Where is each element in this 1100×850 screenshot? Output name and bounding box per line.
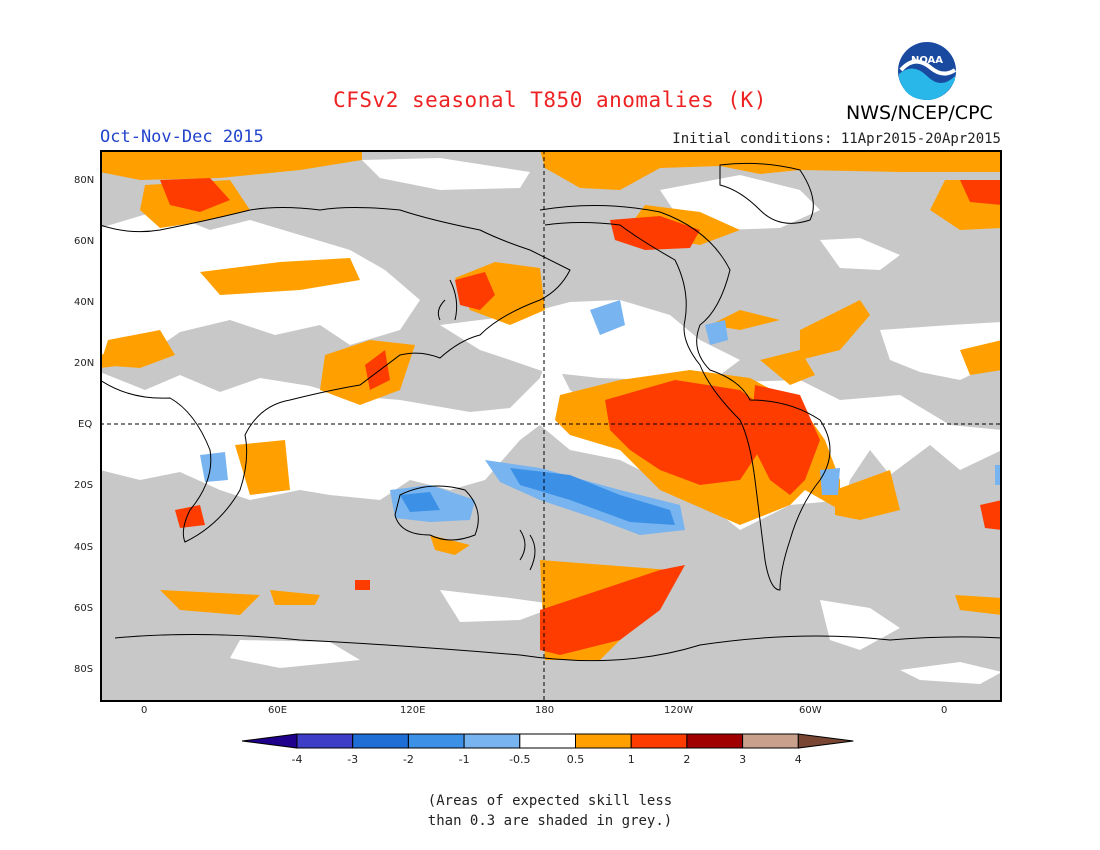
- season-label: Oct-Nov-Dec 2015: [100, 127, 264, 147]
- colorbar-tick-label: 3: [739, 753, 746, 766]
- coastlines: [100, 162, 1002, 662]
- colorbar-tick-label: -4: [292, 753, 303, 766]
- strong-warm-anomaly-regions: [160, 178, 1002, 655]
- lat-label: 60N: [74, 236, 95, 247]
- colorbar-swatch: [630, 733, 688, 749]
- map-title: CFSv2 seasonal T850 anomalies (K): [333, 88, 767, 112]
- colorbar-swatch: [686, 733, 744, 749]
- lat-label: 40N: [74, 297, 95, 308]
- lat-label: 20S: [74, 480, 94, 491]
- lat-label: 80S: [74, 664, 94, 675]
- colorbar-tick-label: 0.5: [567, 753, 585, 766]
- colorbar-tick-label: -0.5: [509, 753, 530, 766]
- colorbar-arrow-low: [241, 733, 298, 749]
- lon-label: 60W: [799, 705, 822, 716]
- lat-label: 80N: [74, 175, 95, 186]
- lon-label: 180: [535, 705, 555, 716]
- colorbar-swatch: [575, 733, 632, 749]
- colorbar-swatch: [463, 733, 521, 749]
- map-frame: [100, 150, 1002, 702]
- colorbar-tick-label: 4: [795, 753, 802, 766]
- noaa-logo-text: NOAA: [911, 55, 943, 66]
- lon-label: 0: [941, 705, 948, 716]
- skill-note: (Areas of expected skill less than 0.3 a…: [0, 791, 1100, 831]
- initial-conditions-label: Initial conditions: 11Apr2015-20Apr2015: [672, 131, 1001, 147]
- colorbar-tick-label: -3: [347, 753, 358, 766]
- skill-note-line: (Areas of expected skill less: [427, 793, 673, 809]
- lon-label: 60E: [268, 705, 288, 716]
- color-bar: -4 -3 -2 -1 -0.5 0.5 1 2 3 4: [241, 733, 854, 766]
- lon-label: 120E: [400, 705, 426, 716]
- anomaly-map: [100, 150, 1002, 702]
- lon-label: 0: [141, 705, 148, 716]
- colorbar-swatch: [296, 733, 354, 749]
- lat-label: 20N: [74, 358, 95, 369]
- colorbar-tick-label: 2: [683, 753, 690, 766]
- colorbar-swatch: [742, 733, 799, 749]
- colorbar-tick-label: -2: [403, 753, 414, 766]
- lat-label: EQ: [78, 419, 93, 430]
- agency-label: NWS/NCEP/CPC: [846, 102, 993, 124]
- colorbar-tick-label: -1: [459, 753, 470, 766]
- colorbar-swatch: [407, 733, 465, 749]
- colorbar-tick-label: 1: [628, 753, 635, 766]
- lon-label: 120W: [664, 705, 693, 716]
- noaa-logo: NOAA: [898, 42, 957, 100]
- lat-label: 60S: [74, 603, 94, 614]
- colorbar-arrow-high: [797, 733, 854, 749]
- skill-note-line: than 0.3 are shaded in grey.): [427, 813, 673, 829]
- cool-anomaly-regions: [200, 300, 1002, 535]
- lat-label: 40S: [74, 542, 94, 553]
- colorbar-swatch: [352, 733, 409, 749]
- colorbar-swatch: [519, 733, 576, 749]
